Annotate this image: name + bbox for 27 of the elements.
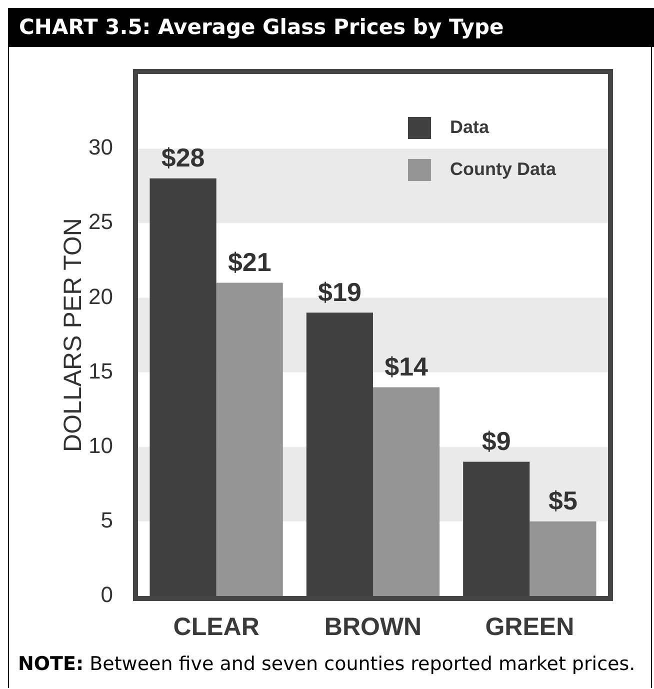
bar	[463, 462, 530, 596]
y-tick-label: 0	[100, 582, 113, 608]
bar	[530, 521, 596, 596]
bar	[373, 387, 440, 596]
y-tick-label: 5	[100, 507, 113, 532]
text: NOTE: Between five and seven counties reported market prices.	[18, 652, 636, 676]
y-tick-label: 25	[88, 209, 113, 234]
data-label: $5	[548, 486, 578, 516]
data-label: $28	[161, 142, 205, 173]
y-axis-title: DOLLARS PER TON	[58, 218, 87, 452]
x-tick-label: GREEN	[485, 612, 574, 641]
legend-label: County Data	[450, 158, 557, 179]
data-label: $19	[318, 276, 362, 307]
bar	[306, 312, 373, 596]
chart-title: CHART 3.5: Average Glass Prices by Type	[19, 14, 504, 40]
data-label: $14	[384, 351, 429, 382]
bar	[150, 178, 216, 596]
bar	[216, 282, 283, 596]
data-label: $9	[482, 426, 511, 456]
y-tick-label: 10	[88, 432, 113, 458]
y-tick-label: 30	[88, 134, 113, 160]
x-tick-label: BROWN	[324, 612, 422, 641]
legend-label: Data	[450, 116, 490, 137]
x-tick-label: CLEAR	[173, 612, 260, 641]
data-label: $21	[228, 246, 272, 277]
y-tick-label: 20	[88, 284, 113, 309]
y-tick-label: 15	[88, 358, 113, 384]
